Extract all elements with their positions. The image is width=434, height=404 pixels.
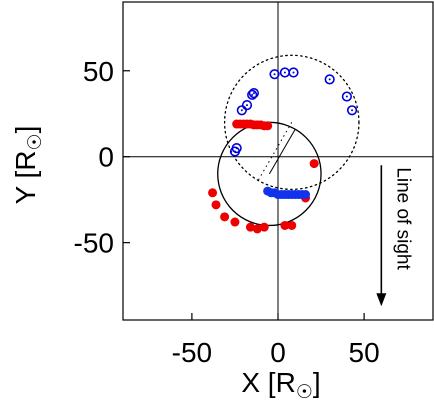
open-circle-point-center (235, 147, 238, 150)
open-circle-point-center (246, 104, 248, 107)
open-circle-point-center (251, 93, 254, 96)
open-circle-point (247, 89, 258, 100)
open-circle-point (241, 100, 253, 111)
filled-circle-point (263, 121, 273, 131)
x-tick-label: 0 (270, 337, 286, 368)
open-circle-point-center (273, 73, 276, 76)
orbits (217, 54, 360, 227)
filled-circle-point (208, 188, 218, 198)
open-circle-point (288, 67, 299, 78)
filled-circle-point (220, 212, 230, 222)
open-circle-point-center (240, 109, 243, 112)
filled-circle-point (252, 224, 262, 234)
open-circle-point-center (328, 78, 331, 81)
x-axis-ticks: -50 0 50 (172, 313, 380, 368)
filled-circle-point (259, 222, 269, 232)
filled-circle-point (280, 220, 290, 230)
open-circle-point-center (345, 95, 348, 98)
filled-circle-point (211, 200, 221, 210)
open-circle-point-center (351, 109, 354, 112)
filled-circle-point (245, 222, 255, 232)
open-circle-point-center (252, 92, 255, 95)
y-tick-label: -50 (74, 228, 114, 259)
filled-circle-point (287, 220, 297, 230)
open-circle-point (346, 105, 358, 116)
orbit-radius-line (268, 128, 296, 175)
orbit-radius-line (257, 122, 293, 181)
open-circle-point (248, 88, 259, 99)
line-of-sight-arrowhead (376, 293, 387, 307)
sun-symbol-y: ☉ (25, 133, 46, 150)
sun-symbol-x: ☉ (296, 382, 313, 403)
data-points (208, 67, 358, 234)
filled-circle-point (309, 159, 319, 169)
y-tick-label: 0 (98, 142, 114, 173)
y-axis-label: Y [R☉] (10, 126, 46, 205)
x-tick-label: -50 (172, 337, 212, 368)
line-of-sight-annotation: Line of sight (376, 165, 413, 307)
open-circle-point (236, 105, 247, 116)
line-of-sight-label: Line of sight (392, 167, 413, 270)
open-circle-point (269, 69, 280, 80)
open-circle-point (231, 143, 242, 154)
filled-circle-point (301, 190, 311, 200)
x-tick-label: 50 (349, 337, 380, 368)
x-axis-label: X [R☉] (241, 367, 320, 403)
dotted-orbit (223, 54, 360, 191)
filled-circle-point (230, 217, 240, 227)
y-tick-label: 50 (83, 56, 114, 87)
open-circle-point (324, 74, 335, 85)
open-circle-point (341, 91, 352, 102)
y-axis-ticks: -50 0 50 (74, 56, 130, 259)
open-circle-point-center (283, 71, 286, 74)
open-circle-point-center (292, 71, 295, 74)
